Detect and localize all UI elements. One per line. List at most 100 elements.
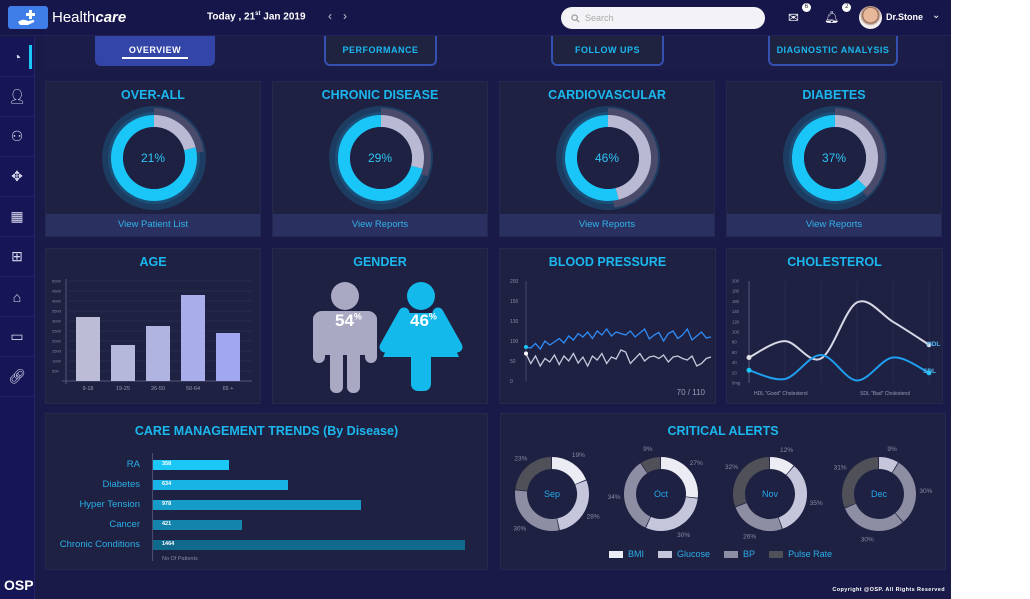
search-input[interactable]: Search [561,7,765,29]
alert-segment [660,457,698,498]
care-bar[interactable]: 978 [152,500,362,510]
hdl-label: HDL [927,341,941,348]
sidebar-item-calendar[interactable]: ▦ [0,197,34,237]
donut-center [350,127,412,189]
y-tick-label: 4500 [52,289,62,294]
gender-card: GENDER 54% 46% [272,248,488,404]
alert-percentage: 30% [861,537,874,544]
care-bar[interactable]: 634 [152,480,288,490]
care-bar[interactable]: 1464 [152,540,465,550]
hdl-line [748,300,930,361]
donut-gray-shadow [834,108,885,197]
summary-title: OVER-ALL [121,88,185,102]
y-tick-label: 80 [732,340,737,345]
alerts-legend: BMI Glucose BP Pulse Rate [609,549,832,559]
legend-swatch [658,550,673,558]
age-title: AGE [139,255,167,269]
view-patient-list-link[interactable]: View Patient List [46,214,260,236]
critical-alerts-card: CRITICAL ALERTS 19% 28% 30% 23% Sep 27% 30% 34%… [500,413,946,570]
y-tick-label: 120 [732,319,740,324]
care-xlabel: No Of Patients [162,556,198,562]
sidebar-item-handshake[interactable]: ✥ [0,157,34,197]
care-trends-card: CARE MANAGEMENT TRENDS (By Disease) RA 3… [45,413,488,570]
bp-start-point [524,351,528,356]
hdl-start-point [746,355,752,360]
alert-segment [842,457,879,508]
alert-segment [892,462,916,522]
female-figure-icon [379,282,463,391]
sdl-end-point [926,370,932,376]
dashboard-icon: ◔ [12,48,22,65]
alert-segment [515,457,552,492]
care-bar-value: 421 [162,521,172,527]
x-tick-label: 9-18 [82,386,93,392]
current-date: Today , 21st Jan 2019 [207,11,306,23]
brand-name: Healthcare [52,9,127,26]
mail-icon[interactable]: ✉ 6 [788,3,811,26]
tab-overview[interactable]: OVERVIEW [95,36,215,66]
alert-segment [556,480,589,531]
summary-title: CARDIOVASCULAR [548,88,666,102]
avatar[interactable] [859,6,882,29]
prev-date-icon[interactable]: ‹ [328,9,332,23]
summary-donut [102,106,206,210]
care-bar[interactable]: 421 [152,520,242,530]
y-tick-label: 150 [510,299,519,305]
care-bar[interactable]: 358 [152,460,229,470]
y-tick-label: 0 [510,379,513,385]
critical-alerts-chart: 19% 28% 30% 23% Sep 27% 30% 34% 9% Oct 12% 35% 26% 32… [513,446,932,544]
tab-performance[interactable]: PERFORMANCE [324,36,437,66]
hdl-axis-label: HDL "Good" Cholesterol [754,391,808,397]
tab-diagnostic-analysis[interactable]: DIAGNOSTIC ANALYSIS [768,36,898,66]
sidebar-item-doctor[interactable]: ⌂ [0,277,34,317]
sidebar-item-team[interactable]: ⚇ [0,117,34,157]
user-name[interactable]: Dr.Stone [886,12,924,22]
alert-segment [735,502,782,531]
summary-donut [783,106,887,210]
summary-donut [556,106,660,210]
donut-value-segment [153,115,196,151]
view-reports-link[interactable]: View Reports [727,214,941,236]
alert-segment [641,457,661,474]
care-bar-value: 634 [162,481,172,487]
care-trends-title: CARE MANAGEMENT TRENDS (By Disease) [134,424,399,438]
sidebar-item-link[interactable]: 🔗︎ [0,357,34,397]
care-bar-value: 358 [162,461,172,467]
alert-percentage: 27% [690,460,703,467]
summary-percentage: 46% [594,151,620,165]
sidebar-item-dashboard[interactable]: ◔ [0,37,34,77]
healthcare-logo-icon[interactable] [8,6,48,29]
view-reports-link[interactable]: View Reports [500,214,714,236]
cholesterol-card: CHOLESTEROL 200 180 160 140 120 100 80 60 40 20 0m… [726,248,943,404]
sidebar: ◔ 👤︎ ⚇ ✥ ▦ ⊞ ⌂ ▭ 🔗︎ OSP [0,37,35,599]
user-icon: 👤︎ [8,88,26,104]
age-bar [216,333,240,381]
y-tick-label: 1000 [52,359,62,364]
sidebar-item-medical-kit[interactable]: ⊞ [0,237,34,277]
summary-percentage: 37% [821,151,847,165]
alert-segment [878,457,899,473]
donut-gray-shadow [153,108,204,154]
alert-segment [646,496,698,531]
alert-percentage: 12% [780,447,793,454]
monitor-icon: ▭ [10,328,24,344]
alert-percentage: 34% [608,494,621,501]
sdl-line [748,353,930,382]
summary-percentage: 29% [367,151,393,165]
next-date-icon[interactable]: › [343,9,347,23]
chevron-down-icon[interactable]: ⌄ [932,10,941,21]
calendar-icon: ▦ [10,208,24,224]
donut-center [123,127,185,189]
alert-segment [624,463,651,528]
alert-segment [515,490,559,531]
donut-center [577,127,639,189]
sidebar-item-monitor[interactable]: ▭ [0,317,34,357]
tab-follow-ups[interactable]: FOLLOW UPS [551,36,664,66]
male-figure-icon [313,282,377,393]
legend-label: Glucose [677,549,711,559]
view-reports-link[interactable]: View Reports [273,214,487,236]
sdl-axis-label: SDL "Bad" Cholesterol [860,391,911,397]
legend-swatch [724,550,739,558]
bell-icon[interactable]: 🔔︎ 2 [824,3,852,24]
sidebar-item-users[interactable]: 👤︎ [0,77,34,117]
